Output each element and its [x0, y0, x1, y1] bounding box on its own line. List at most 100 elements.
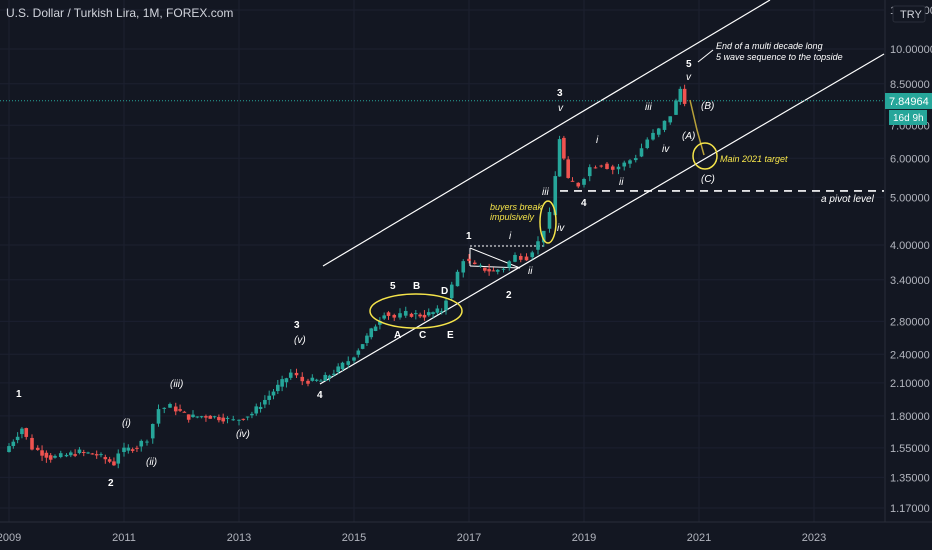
candle-94 — [444, 298, 448, 315]
candle-19 — [94, 450, 99, 459]
abcde-ellipse[interactable] — [369, 293, 463, 329]
candle-120 — [582, 177, 586, 188]
candle-115 — [557, 135, 562, 177]
svg-text:(A): (A) — [682, 131, 695, 142]
time-tick-3: 2015 — [342, 532, 366, 544]
candle-110 — [530, 250, 535, 260]
current-price-label: 7.84964 — [889, 96, 929, 108]
price-axis[interactable]: 12.0000010.000008.500007.000006.000005.0… — [890, 5, 932, 515]
candle-81 — [382, 312, 386, 321]
candle-87 — [414, 310, 418, 320]
candle-114 — [553, 171, 558, 216]
candle-121 — [587, 164, 592, 182]
candle-36 — [178, 404, 182, 412]
upper-channel-line[interactable] — [322, 0, 771, 267]
candle-101 — [483, 267, 487, 273]
candle-34 — [168, 402, 172, 408]
time-tick-5: 2019 — [572, 532, 596, 544]
time-tick-6: 2021 — [687, 532, 711, 544]
candle-56 — [267, 390, 271, 405]
svg-text:3: 3 — [557, 88, 563, 99]
candle-113 — [547, 207, 552, 233]
target-circle[interactable] — [692, 142, 718, 170]
candle-51 — [245, 416, 250, 421]
candle-6 — [35, 445, 40, 451]
candle-100 — [478, 263, 483, 268]
candle-46 — [221, 413, 225, 424]
svg-text:i: i — [596, 135, 599, 146]
time-tick-4: 2017 — [457, 532, 481, 544]
svg-text:iv: iv — [557, 223, 565, 234]
svg-text:5: 5 — [390, 281, 396, 292]
price-tick-9: 2.40000 — [890, 349, 930, 361]
candle-11 — [58, 450, 63, 459]
time-tick-0: 2009 — [0, 532, 21, 544]
price-tick-13: 1.35000 — [890, 472, 930, 484]
candle-123 — [599, 164, 604, 168]
candle-71 — [336, 363, 340, 375]
candle-52 — [250, 411, 254, 419]
time-tick-7: 2023 — [802, 532, 826, 544]
candle-13 — [69, 450, 73, 458]
candle-128 — [628, 158, 632, 168]
candle-65 — [310, 374, 315, 382]
candle-20 — [99, 452, 103, 458]
candlestick-series — [7, 84, 687, 469]
candle-75 — [356, 348, 361, 358]
candle-40 — [195, 416, 200, 419]
candle-33 — [162, 407, 167, 414]
price-tick-7: 3.40000 — [890, 275, 930, 287]
currency-badge[interactable]: TRY — [900, 9, 922, 21]
time-tick-1: 2011 — [112, 532, 136, 544]
candle-84 — [398, 308, 402, 320]
lower-channel-line[interactable] — [319, 53, 885, 385]
candle-97 — [461, 259, 466, 278]
svg-text:ii: ii — [619, 177, 624, 188]
candle-8 — [44, 450, 49, 463]
candle-126 — [616, 163, 621, 175]
candle-4 — [24, 427, 29, 440]
svg-text:v: v — [686, 72, 692, 83]
candle-45 — [217, 414, 221, 423]
svg-text:4: 4 — [317, 390, 323, 401]
price-tick-10: 2.10000 — [890, 378, 930, 390]
time-tick-2: 2013 — [227, 532, 251, 544]
time-axis[interactable]: 2009 2011 2013 2015 2017 2019 2021 2023 — [0, 532, 826, 544]
candle-23 — [112, 457, 116, 466]
triangle-lower-line[interactable] — [469, 265, 521, 269]
candle-67 — [319, 378, 323, 382]
breakout-ellipse[interactable] — [539, 200, 557, 244]
pivot-note: a pivot level — [821, 194, 875, 205]
svg-text:D: D — [441, 286, 448, 297]
svg-text:4: 4 — [581, 198, 587, 209]
svg-text:C: C — [419, 330, 426, 341]
candle-138 — [682, 84, 687, 107]
candle-96 — [455, 269, 460, 287]
candle-119 — [576, 182, 581, 189]
price-tick-11: 1.80000 — [890, 411, 930, 423]
candle-130 — [639, 143, 644, 158]
candle-38 — [186, 414, 191, 423]
candle-59 — [280, 375, 284, 392]
price-tick-12: 1.55000 — [890, 443, 930, 455]
candle-22 — [107, 456, 112, 464]
candle-92 — [435, 305, 440, 315]
candle-80 — [378, 317, 382, 330]
candle-77 — [365, 333, 369, 347]
candle-129 — [633, 154, 638, 163]
candle-93 — [439, 308, 444, 315]
svg-text:(iii): (iii) — [170, 379, 183, 390]
candle-70 — [332, 369, 336, 377]
candle-107 — [513, 252, 517, 263]
candle-43 — [208, 414, 213, 419]
candle-104 — [495, 269, 500, 275]
currency-badge-box[interactable] — [892, 5, 926, 23]
candle-63 — [300, 372, 305, 386]
triangle-upper-line[interactable] — [469, 247, 521, 269]
candle-32 — [156, 404, 161, 427]
candle-5 — [30, 434, 34, 451]
candle-106 — [507, 260, 512, 271]
candle-30 — [145, 439, 149, 446]
